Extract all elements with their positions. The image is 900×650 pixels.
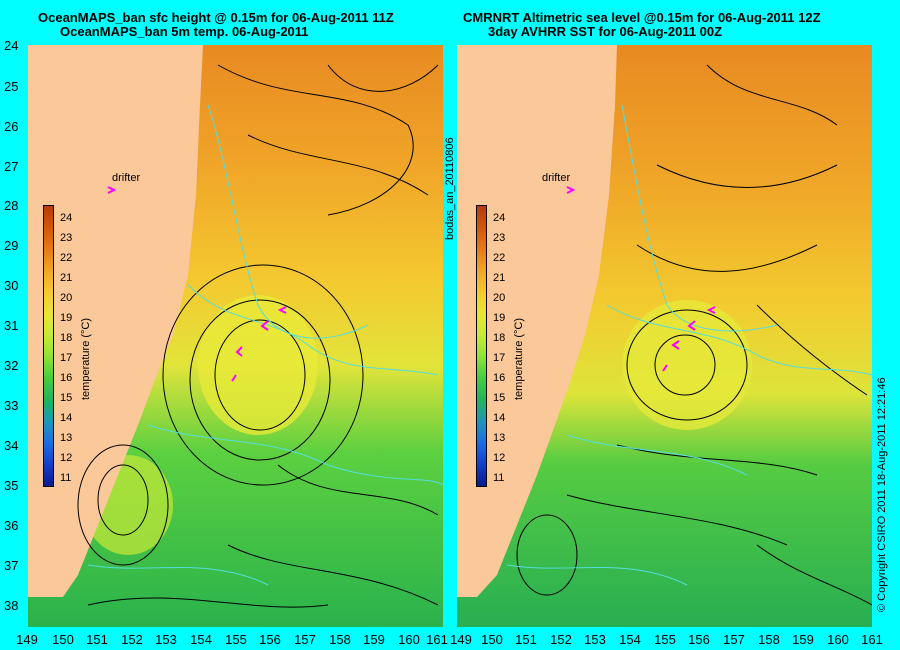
colorbar-tick: 24	[60, 212, 73, 224]
colorbar-tick: 15	[60, 392, 73, 404]
x-tick-label: 153	[155, 632, 177, 647]
drifter-tracks	[107, 186, 287, 382]
colorbar-tick: 23	[60, 232, 73, 244]
x-tick-label: 150	[481, 632, 503, 647]
y-tick-label: 32	[4, 358, 19, 373]
colorbar-tick: 18	[60, 332, 73, 344]
copyright-label: © Copyright CSIRO 2011 18-Aug-2011 12:21…	[876, 377, 888, 612]
x-tick-label: 149	[450, 632, 472, 647]
colorbar-fill	[476, 205, 487, 487]
y-tick-label: 37	[4, 558, 19, 573]
drifter-label: drifter	[542, 172, 571, 184]
colorbar-tick: 15	[493, 392, 506, 404]
colorbar-tick: 16	[60, 372, 73, 384]
colorbar-tick: 21	[493, 272, 506, 284]
drifter-label: drifter	[112, 172, 141, 184]
colorbar-tick: 20	[60, 292, 73, 304]
sea-height-contours	[516, 64, 872, 606]
x-tick-label: 156	[688, 632, 710, 647]
colorbar-title: temperature (°C)	[513, 317, 525, 400]
left-title-line2: OceanMAPS_ban 5m temp. 06-Aug-2011	[60, 24, 309, 39]
y-tick-label: 25	[4, 79, 19, 94]
y-tick-label: 31	[4, 318, 19, 333]
right-map-svg	[457, 45, 872, 627]
left-map-panel: drifter 24 23 22 21 20 19 18 17 16 15 14…	[28, 45, 443, 627]
australia-landmass	[457, 45, 617, 597]
right-title-line1: CMRNRT Altimetric sea level @0.15m for 0…	[463, 10, 821, 25]
x-tick-label: 152	[121, 632, 143, 647]
y-tick-label: 36	[4, 518, 19, 533]
colorbar-tick: 24	[493, 212, 506, 224]
x-tick-label: 151	[515, 632, 537, 647]
colorbar-tick: 17	[60, 352, 73, 364]
x-tick-label: 160	[398, 632, 420, 647]
x-tick-label: 160	[827, 632, 849, 647]
colorbar-tick: 19	[493, 312, 506, 324]
colorbar-tick: 13	[493, 432, 506, 444]
x-tick-label: 151	[86, 632, 108, 647]
x-tick-label: 155	[654, 632, 676, 647]
sea-height-contours	[77, 64, 439, 608]
sst-isotherms	[506, 104, 872, 586]
colorbar-tick: 20	[493, 292, 506, 304]
colorbar-tick: 12	[493, 452, 506, 464]
x-tick-label: 157	[294, 632, 316, 647]
x-tick-label: 150	[52, 632, 74, 647]
x-tick-label: 154	[190, 632, 212, 647]
colorbar-fill	[43, 205, 54, 487]
right-title-line2: 3day AVHRR SST for 06-Aug-2011 00Z	[488, 24, 723, 39]
colorbar-tick: 17	[493, 352, 506, 364]
colorbar-tick: 11	[493, 472, 505, 484]
colorbar-tick: 11	[60, 472, 72, 484]
colorbar-tick: 19	[60, 312, 73, 324]
colorbar-title: temperature (°C)	[80, 317, 92, 400]
x-tick-label: 158	[758, 632, 780, 647]
colorbar-tick: 14	[60, 412, 73, 424]
y-tick-label: 33	[4, 398, 19, 413]
colorbar-tick: 14	[493, 412, 506, 424]
x-tick-label: 159	[792, 632, 814, 647]
analysis-id-label: bodas_an_20110806	[444, 137, 456, 240]
left-title-line1: OceanMAPS_ban sfc height @ 0.15m for 06-…	[38, 10, 394, 25]
x-tick-label: 153	[584, 632, 606, 647]
sst-isotherms	[87, 104, 443, 586]
colorbar-tick: 16	[493, 372, 506, 384]
colorbar-tick: 21	[60, 272, 73, 284]
drifter-tracks	[566, 186, 716, 372]
x-tick-label: 149	[16, 632, 38, 647]
x-tick-label: 154	[619, 632, 641, 647]
y-tick-label: 28	[4, 198, 19, 213]
warm-eddy	[622, 300, 752, 430]
x-tick-label: 157	[723, 632, 745, 647]
x-tick-label: 159	[363, 632, 385, 647]
y-tick-label: 27	[4, 159, 19, 174]
y-tick-label: 24	[4, 38, 19, 53]
left-map-svg	[28, 45, 443, 627]
y-tick-label: 26	[4, 119, 19, 134]
left-colorbar	[43, 205, 54, 487]
warm-eddy	[198, 295, 318, 435]
colorbar-tick: 13	[60, 432, 73, 444]
y-tick-label: 38	[4, 598, 19, 613]
right-colorbar	[476, 205, 487, 487]
x-tick-label: 161	[426, 632, 448, 647]
right-map-panel: drifter 24 23 22 21 20 19 18 17 16 15 14…	[457, 45, 872, 627]
y-tick-label: 35	[4, 478, 19, 493]
y-tick-label: 34	[4, 438, 19, 453]
y-tick-label: 30	[4, 278, 19, 293]
colorbar-tick: 12	[60, 452, 73, 464]
colorbar-tick: 22	[493, 252, 506, 264]
x-tick-label: 156	[259, 632, 281, 647]
y-tick-label: 29	[4, 238, 19, 253]
colorbar-tick: 23	[493, 232, 506, 244]
x-tick-label: 161	[861, 632, 883, 647]
colorbar-tick: 18	[493, 332, 506, 344]
australia-landmass	[28, 45, 203, 597]
x-tick-label: 155	[225, 632, 247, 647]
x-tick-label: 158	[329, 632, 351, 647]
x-tick-label: 152	[550, 632, 572, 647]
colorbar-tick: 22	[60, 252, 73, 264]
